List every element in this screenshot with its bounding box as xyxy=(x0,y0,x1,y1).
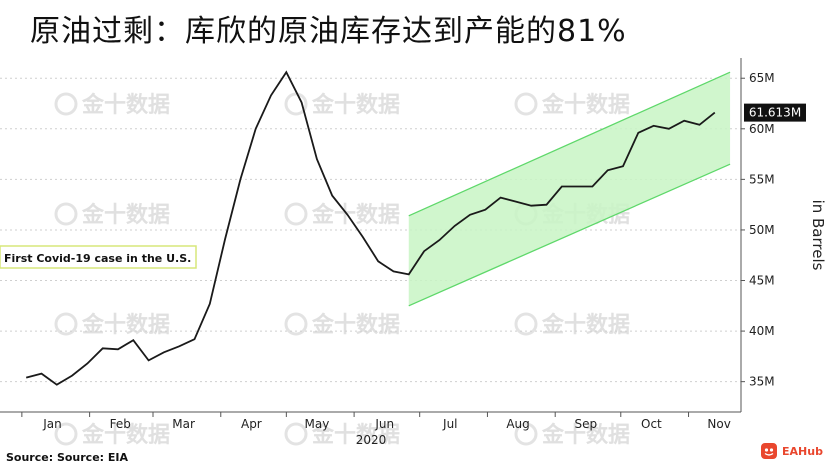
x-tick-label: Oct xyxy=(641,417,662,431)
y-tick-label: 45M xyxy=(749,274,775,288)
x-tick-label: Sep xyxy=(574,417,597,431)
watermark-2-1: 金十数据 xyxy=(284,312,400,338)
x-tick-label: Aug xyxy=(506,417,529,431)
trend-channel-upper-edge xyxy=(408,71,731,217)
year-label: 2020 xyxy=(356,433,387,447)
y-tick-label: 40M xyxy=(749,324,775,338)
svg-text:金十数据: 金十数据 xyxy=(81,92,170,118)
source-note: Source: Source: EIA xyxy=(6,451,129,464)
watermark-2-2: 金十数据 xyxy=(514,312,630,338)
x-tick-label: Apr xyxy=(241,417,262,431)
y-tick-label: 60M xyxy=(749,122,775,136)
x-tick-label: Mar xyxy=(172,417,195,431)
brand-text: EAHub xyxy=(782,444,823,458)
x-tick-label: Jun xyxy=(374,417,394,431)
watermark-0-1: 金十数据 xyxy=(284,92,400,118)
svg-text:金十数据: 金十数据 xyxy=(541,92,630,118)
watermark-3-0: 金十数据 xyxy=(54,422,170,448)
watermark-2-0: 金十数据 xyxy=(54,312,170,338)
watermark-1-1: 金十数据 xyxy=(284,202,400,228)
brand-badge[interactable]: EAHub xyxy=(760,442,823,460)
y-tick-labels: 35M 40M 45M 50M 55M 60M 65M xyxy=(741,71,775,389)
grid-lines xyxy=(0,77,741,383)
x-tick-label: Nov xyxy=(707,417,730,431)
svg-text:金十数据: 金十数据 xyxy=(311,422,400,448)
chart-title: 原油过剩：库欣的原油库存达到产能的81% xyxy=(30,14,627,49)
covid-annotation: First Covid-19 case in the U.S. xyxy=(0,245,197,269)
watermark-0-2: 金十数据 xyxy=(514,92,630,118)
svg-text:金十数据: 金十数据 xyxy=(311,312,400,338)
svg-text:金十数据: 金十数据 xyxy=(541,312,630,338)
x-tick-label: Feb xyxy=(110,417,131,431)
x-tick-label: May xyxy=(305,417,330,431)
last-value-badge: 61.613M xyxy=(744,103,806,122)
x-tick-label: Jul xyxy=(442,417,457,431)
watermark-1-0: 金十数据 xyxy=(54,202,170,228)
y-tick-label: 35M xyxy=(749,375,775,389)
y-tick-label: 55M xyxy=(749,172,775,186)
x-tick-labels: Jan Feb Mar Apr May Jun Jul Aug Sep Oct Nov xyxy=(21,412,731,431)
svg-text:金十数据: 金十数据 xyxy=(81,422,170,448)
eahub-logo-icon xyxy=(761,443,777,459)
watermark-0-0: 金十数据 xyxy=(54,92,170,118)
watermark-3-1: 金十数据 xyxy=(284,422,400,448)
y-tick-label: 50M xyxy=(749,223,775,237)
trend-channel xyxy=(408,72,731,306)
y-tick-label: 65M xyxy=(749,71,775,85)
svg-text:金十数据: 金十数据 xyxy=(311,202,400,228)
svg-text:金十数据: 金十数据 xyxy=(81,202,170,228)
y-axis-label: in Barrels xyxy=(809,200,827,271)
svg-text:金十数据: 金十数据 xyxy=(311,92,400,118)
svg-text:金十数据: 金十数据 xyxy=(81,312,170,338)
last-value-label: 61.613M xyxy=(749,106,801,120)
inventory-line xyxy=(25,70,716,386)
x-tick-label: Jan xyxy=(42,417,62,431)
svg-text:金十数据: 金十数据 xyxy=(541,422,630,448)
watermark-3-2: 金十数据 xyxy=(514,422,630,448)
covid-annotation-text: First Covid-19 case in the U.S. xyxy=(4,252,191,265)
trend-channel-lower-edge xyxy=(408,163,731,307)
